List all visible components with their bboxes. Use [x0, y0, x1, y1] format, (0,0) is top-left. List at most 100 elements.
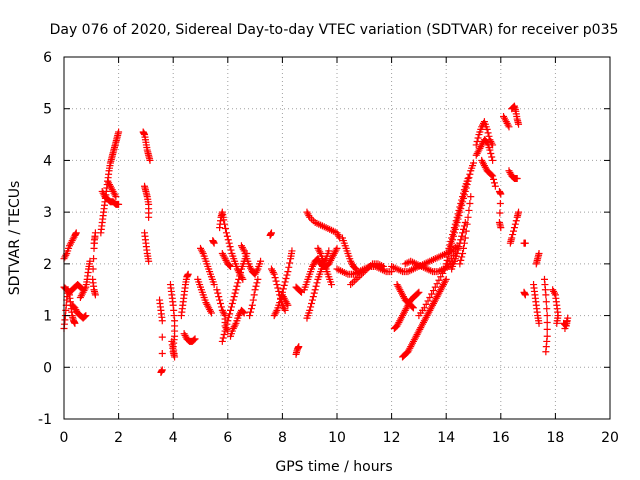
data-point: [295, 343, 303, 351]
data-point: [279, 285, 287, 293]
data-point: [239, 245, 247, 253]
data-point: [233, 282, 241, 290]
data-point: [283, 300, 291, 308]
data-point: [459, 244, 467, 252]
data-point: [505, 123, 513, 131]
data-point: [257, 257, 265, 265]
data-point: [542, 348, 550, 356]
data-point: [414, 289, 422, 297]
data-point: [456, 203, 464, 211]
data-point: [145, 213, 153, 221]
data-point: [284, 301, 292, 309]
data-point: [451, 220, 459, 228]
chart-title: Day 076 of 2020, Sidereal Day-to-day VTE…: [50, 22, 619, 38]
data-point: [214, 289, 222, 297]
data-point: [453, 213, 461, 221]
data-point: [226, 243, 234, 251]
data-point: [379, 262, 387, 270]
data-point: [72, 229, 80, 237]
data-point: [308, 296, 316, 304]
data-point: [223, 320, 231, 328]
data-point: [459, 250, 467, 258]
data-point: [270, 270, 278, 278]
data-point: [62, 251, 70, 259]
data-point: [515, 120, 523, 128]
data-point: [280, 305, 288, 313]
data-point: [222, 324, 230, 332]
data-point: [455, 243, 463, 251]
data-point: [254, 275, 262, 283]
data-point: [486, 146, 494, 154]
data-point: [447, 237, 455, 245]
data-point: [221, 327, 229, 335]
data-point: [542, 291, 550, 299]
data-point: [252, 282, 260, 290]
data-point: [543, 318, 551, 326]
data-point: [191, 335, 199, 343]
data-point: [497, 224, 505, 232]
data-point: [198, 248, 206, 256]
data-point: [484, 129, 492, 137]
data-point: [443, 256, 451, 264]
data-point: [449, 227, 457, 235]
data-point: [562, 321, 570, 329]
data-point: [497, 190, 505, 198]
data-point: [266, 231, 274, 239]
data-point: [246, 312, 254, 320]
data-point: [513, 175, 521, 183]
data-point: [115, 200, 123, 208]
data-point: [543, 312, 551, 320]
data-point: [333, 244, 341, 252]
data-point: [455, 206, 463, 214]
data-point: [157, 368, 165, 376]
data-point: [553, 319, 561, 327]
data-point: [409, 304, 417, 312]
data-point: [210, 281, 218, 289]
x-tick-label: 20: [601, 430, 619, 446]
y-tick-label: 1: [43, 309, 52, 325]
data-point: [488, 153, 496, 161]
data-point: [268, 267, 276, 275]
data-point: [90, 244, 98, 252]
data-point: [535, 250, 543, 258]
data-point: [145, 257, 153, 265]
data-point: [239, 308, 247, 316]
data-point: [283, 271, 291, 279]
data-point: [190, 336, 198, 344]
data-point: [308, 300, 316, 308]
y-axis-label: SDTVAR / TECUs: [7, 181, 23, 296]
data-point: [219, 334, 227, 342]
data-point: [168, 337, 176, 345]
data-point: [234, 279, 242, 287]
data-point: [236, 272, 244, 280]
data-point: [221, 220, 229, 228]
x-axis-label: GPS time / hours: [275, 459, 392, 475]
x-tick-label: 6: [223, 430, 232, 446]
data-point: [273, 281, 281, 289]
data-point: [454, 210, 462, 218]
y-tick-label: 0: [43, 360, 52, 376]
data-point: [229, 296, 237, 304]
data-point: [231, 289, 239, 297]
data-point: [473, 137, 481, 145]
data-point: [459, 189, 467, 197]
data-point: [490, 179, 498, 187]
data-point: [285, 263, 293, 271]
data-point: [458, 253, 466, 261]
data-point: [81, 285, 89, 293]
data-point: [460, 186, 468, 194]
data-point: [459, 229, 467, 237]
data-point: [115, 128, 123, 136]
y-tick-label: 6: [43, 50, 52, 66]
data-point: [307, 303, 315, 311]
x-tick-label: 4: [169, 430, 178, 446]
data-point: [207, 307, 215, 315]
data-point: [82, 312, 90, 320]
data-point: [543, 325, 551, 333]
data-point: [197, 246, 205, 254]
data-point: [222, 229, 230, 237]
data-point: [316, 248, 324, 256]
data-point: [504, 121, 512, 129]
data-point: [463, 220, 471, 228]
